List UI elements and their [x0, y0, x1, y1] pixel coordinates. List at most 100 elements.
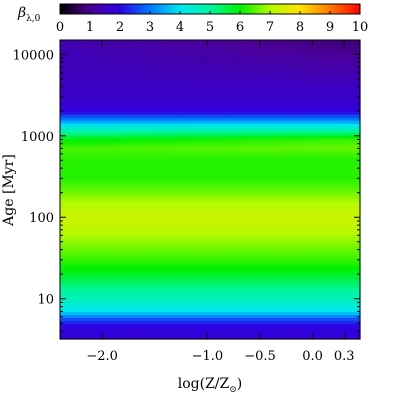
heatmap-cell	[290, 201, 296, 206]
heatmap-cell	[345, 189, 351, 194]
heatmap-cell	[205, 63, 211, 68]
heatmap-cell	[305, 261, 311, 265]
heatmap-cell	[300, 195, 306, 200]
heatmap-cell	[295, 75, 301, 80]
heatmap-cell	[105, 276, 111, 280]
heatmap-cell	[340, 264, 346, 268]
heatmap-cell	[205, 75, 211, 80]
heatmap-cell	[315, 153, 321, 158]
heatmap-cell	[250, 189, 256, 194]
heatmap-cell	[265, 210, 271, 215]
heatmap-cell	[190, 66, 196, 71]
heatmap-cell	[135, 117, 141, 122]
heatmap-cell	[125, 63, 131, 68]
heatmap-cell	[110, 210, 116, 215]
heatmap-cell	[125, 255, 131, 259]
heatmap-cell	[205, 138, 211, 143]
heatmap-cell	[225, 42, 231, 47]
heatmap-cell	[225, 135, 231, 140]
heatmap-cell	[155, 69, 161, 74]
heatmap-cell	[165, 186, 171, 191]
heatmap-cell	[250, 72, 256, 77]
heatmap-cell	[340, 108, 346, 113]
heatmap-cell	[335, 273, 341, 277]
heatmap-cell	[110, 114, 116, 119]
heatmap-cell	[145, 279, 151, 283]
heatmap-cell	[100, 78, 106, 83]
heatmap-cell	[200, 99, 206, 104]
heatmap-cell	[275, 222, 281, 226]
heatmap-cell	[95, 132, 101, 137]
heatmap-cell	[150, 273, 156, 277]
heatmap-cell	[75, 222, 81, 226]
heatmap-cell	[300, 180, 306, 185]
heatmap-cell	[305, 228, 311, 232]
heatmap-cell	[180, 93, 186, 98]
heatmap-cell	[90, 267, 96, 271]
heatmap-cell	[330, 225, 336, 229]
heatmap-cell	[180, 150, 186, 155]
heatmap-cell	[210, 129, 216, 134]
heatmap-cell	[250, 120, 256, 125]
heatmap-cell	[235, 285, 241, 289]
heatmap-cell	[350, 84, 356, 89]
heatmap-cell	[330, 282, 336, 286]
heatmap-cell	[175, 279, 181, 283]
heatmap-cell	[250, 234, 256, 238]
heatmap-cell	[290, 198, 296, 203]
heatmap-cell	[255, 216, 261, 220]
heatmap-cell	[105, 189, 111, 194]
heatmap-cell	[345, 153, 351, 158]
heatmap-cell	[270, 171, 276, 176]
heatmap-cell	[150, 276, 156, 280]
heatmap-cell	[150, 123, 156, 128]
heatmap-cell	[245, 165, 251, 170]
heatmap-cell	[185, 162, 191, 167]
heatmap-cell	[325, 219, 331, 223]
heatmap-cell	[60, 171, 66, 176]
heatmap-cell	[90, 126, 96, 131]
heatmap-cell	[140, 153, 146, 158]
heatmap-cell	[230, 117, 236, 122]
heatmap-cell	[215, 279, 221, 283]
heatmap-cell	[335, 126, 341, 131]
heatmap-cell	[325, 40, 331, 44]
heatmap-cell	[200, 252, 206, 256]
heatmap-cell	[230, 282, 236, 286]
heatmap-cell	[255, 144, 261, 149]
heatmap-cell	[310, 216, 316, 220]
heatmap-cell	[190, 129, 196, 134]
heatmap-cell	[85, 198, 91, 203]
heatmap-cell	[240, 228, 246, 232]
heatmap-cell	[110, 231, 116, 235]
heatmap-cell	[60, 129, 66, 134]
heatmap-cell	[125, 186, 131, 191]
heatmap-cell	[160, 147, 166, 152]
heatmap-cell	[130, 129, 136, 134]
heatmap-cell	[90, 204, 96, 209]
heatmap-cell	[110, 84, 116, 89]
heatmap-cell	[320, 183, 326, 188]
heatmap-cell	[300, 171, 306, 176]
heatmap-cell	[60, 40, 66, 44]
heatmap-cell	[195, 93, 201, 98]
heatmap-cell	[205, 51, 211, 56]
heatmap-cell	[220, 177, 226, 182]
heatmap-cell	[90, 234, 96, 238]
heatmap-cell	[295, 282, 301, 286]
heatmap-cell	[235, 168, 241, 173]
heatmap-cell	[240, 252, 246, 256]
heatmap-cell	[295, 51, 301, 56]
heatmap-cell	[325, 246, 331, 250]
heatmap-cell	[320, 102, 326, 107]
heatmap-cell	[115, 228, 121, 232]
heatmap-cell	[345, 228, 351, 232]
heatmap-cell	[140, 189, 146, 194]
heatmap-cell	[180, 216, 186, 220]
heatmap-cell	[125, 111, 131, 116]
heatmap-cell	[320, 204, 326, 209]
heatmap-cell	[250, 141, 256, 146]
heatmap-cell	[350, 240, 356, 244]
heatmap-cell	[100, 72, 106, 77]
heatmap-cell	[285, 66, 291, 71]
